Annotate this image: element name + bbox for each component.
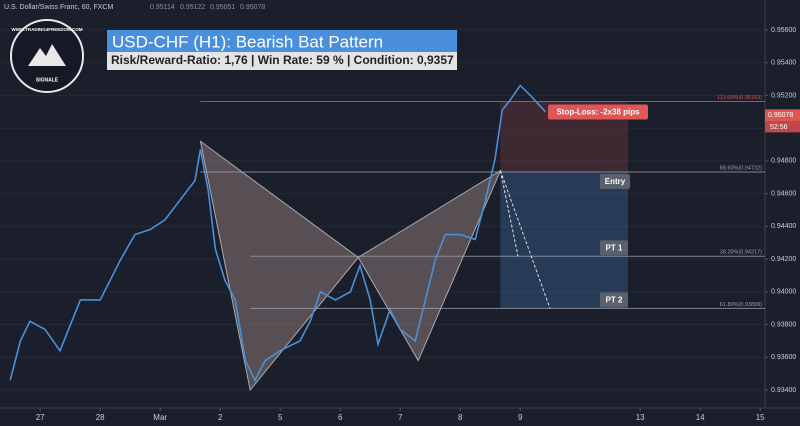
timer-box: [765, 121, 800, 133]
target-arrow: [499, 170, 519, 257]
x-tick-label: 13: [636, 413, 645, 422]
pattern-bcd: [357, 169, 502, 362]
target-zone: [500, 172, 628, 309]
y-tick-label: 0.95600: [771, 27, 796, 34]
y-tick-label: 0.93600: [771, 354, 796, 361]
logo-mountain: [28, 44, 66, 66]
level-tag-box: [600, 292, 628, 308]
y-tick-label: 0.93800: [771, 321, 796, 328]
level-tag: PT 2: [606, 295, 623, 304]
level-label: 61.80%(0.93899): [720, 302, 762, 308]
y-tick-label: 0.94400: [771, 223, 796, 230]
logo-url: WWW.TRADING4FREEDOM.COM: [12, 27, 83, 32]
chart-subtitle: Risk/Reward-Ratio: 1,76 | Win Rate: 59 %…: [111, 53, 454, 67]
level-tag: PT 1: [606, 243, 623, 252]
x-tick-label: Mar: [153, 413, 167, 422]
x-tick-label: 9: [518, 413, 523, 422]
ohlc-open: 0.95114: [150, 4, 175, 11]
ohlc-low: 0.95051: [210, 4, 235, 11]
x-tick-label: 7: [398, 413, 403, 422]
y-tick-label: 0.94800: [771, 158, 796, 165]
x-tick-label: 8: [458, 413, 463, 422]
x-tick-label: 14: [696, 413, 705, 422]
ohlc-high: 0.95122: [180, 4, 205, 11]
subtitle-box: [107, 52, 457, 70]
x-tick-label: 28: [96, 413, 105, 422]
target-arrow: [499, 170, 551, 309]
last-price-label: 0.95078: [768, 112, 793, 119]
level-tag: Entry: [605, 177, 626, 186]
y-tick-label: 0.94200: [771, 256, 796, 263]
level-tag-box: [548, 104, 648, 120]
level-label: 88.60%(0.94732): [720, 165, 762, 171]
ohlc-close: 0.95078: [240, 4, 265, 11]
last-price-box: [765, 109, 800, 122]
x-tick-label: 15: [756, 413, 765, 422]
level-label: 38.20%(0.94217): [720, 250, 762, 256]
logo-name: SIGNALE: [36, 77, 59, 83]
title-box: [107, 30, 457, 55]
x-tick-label: 27: [36, 413, 45, 422]
level-tag-box: [600, 174, 630, 190]
x-tick-label: 6: [338, 413, 343, 422]
y-tick-label: 0.94600: [771, 190, 796, 197]
price-line: [9, 84, 546, 382]
y-tick-label: 0.95400: [771, 60, 796, 67]
level-tag: Stop-Loss: -2x38 pips: [556, 108, 640, 117]
y-tick-label: 0.93400: [771, 387, 796, 394]
level-tag-box: [600, 240, 628, 256]
chart-title: USD-CHF (H1): Bearish Bat Pattern: [112, 32, 383, 51]
x-tick-label: 5: [278, 413, 283, 422]
y-tick-label: 0.94000: [771, 289, 796, 296]
level-label: 113.00%(0.95163): [717, 95, 762, 101]
x-tick-label: 2: [218, 413, 223, 422]
timer-label: 52:56: [770, 124, 788, 131]
symbol: U.S. Dollar/Swiss Franc, 60, FXCM: [4, 4, 113, 11]
y-tick-label: 0.95200: [771, 92, 796, 99]
plot: [0, 29, 765, 392]
